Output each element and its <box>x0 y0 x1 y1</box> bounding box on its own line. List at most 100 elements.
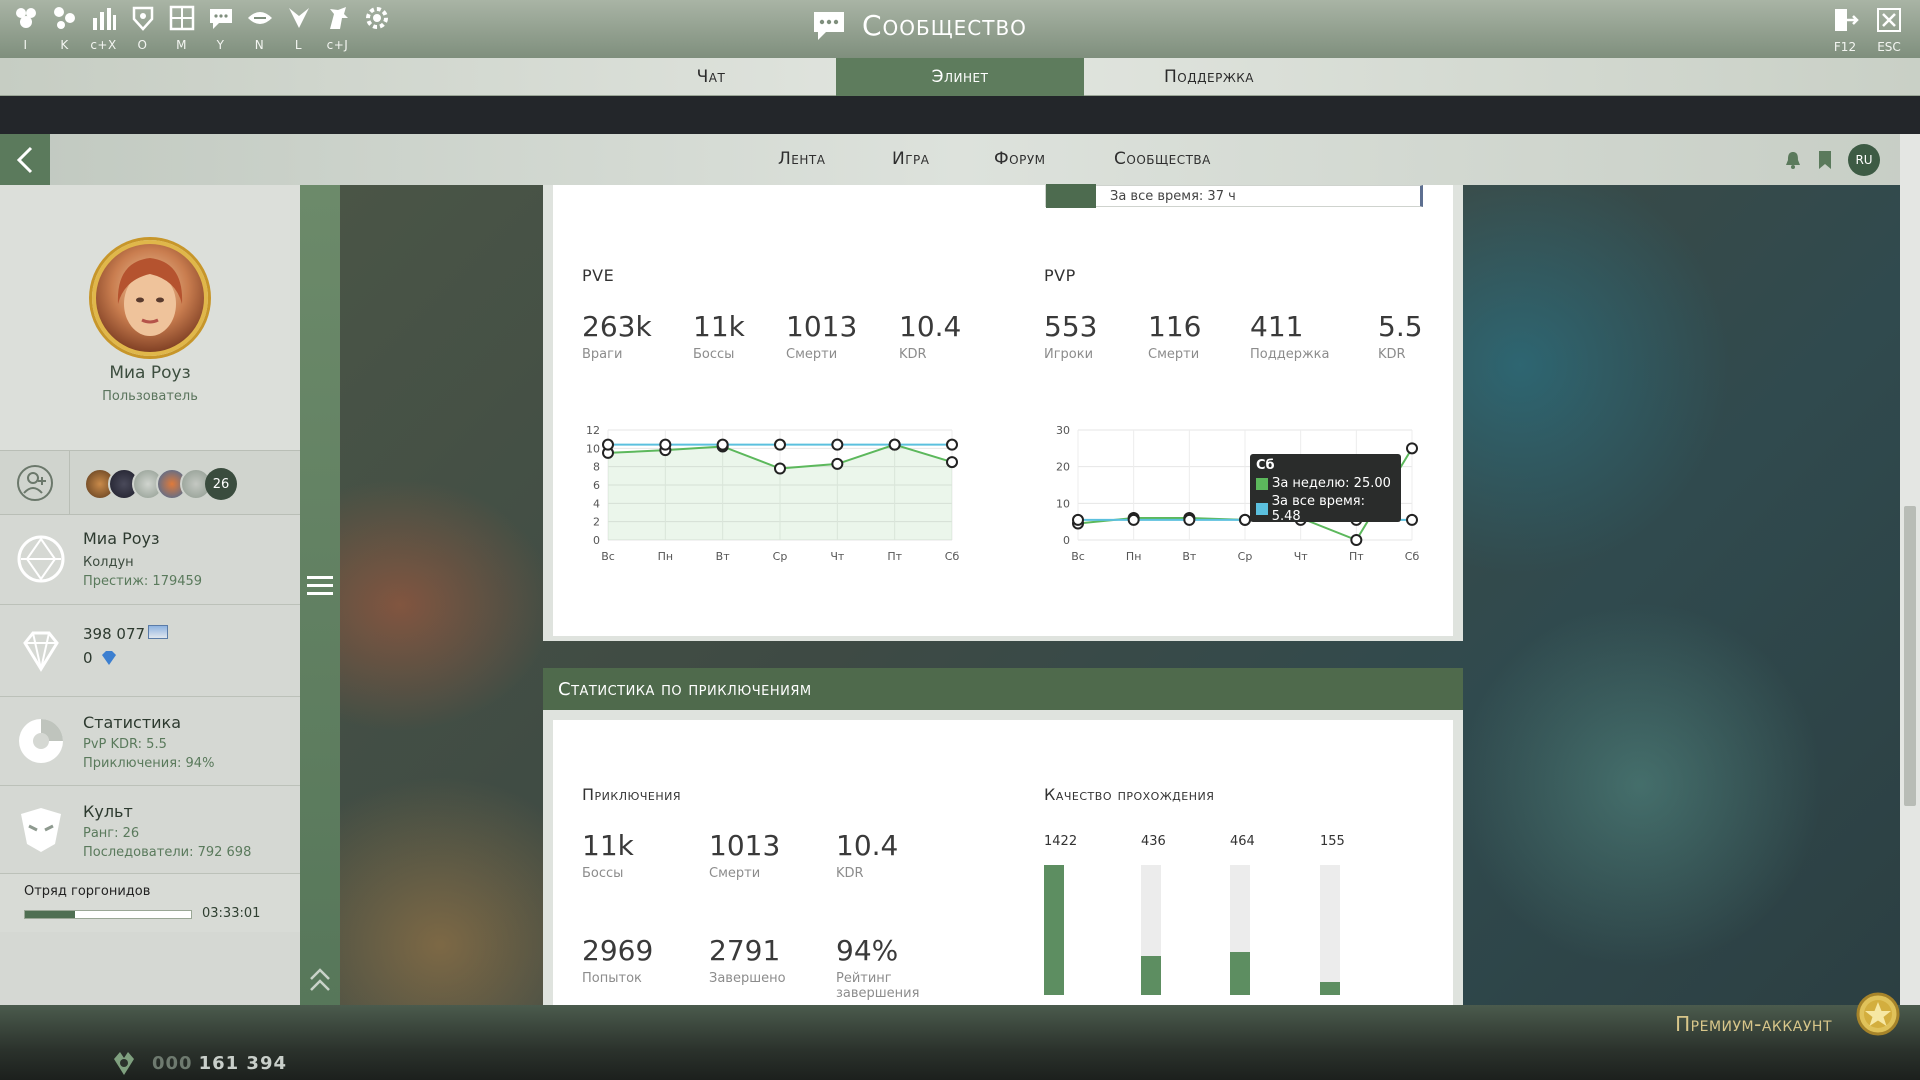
hotkey-chat[interactable]: Y <box>201 4 240 52</box>
tooltip-row: За неделю: 25.00 <box>1256 476 1395 491</box>
hotkey-friends[interactable]: N <box>240 4 279 52</box>
bar-track <box>1320 865 1340 995</box>
x-tick-label: Вт <box>716 550 731 563</box>
hotkey-label: M <box>176 38 187 52</box>
x-tick-label: Вс <box>601 550 615 563</box>
nav-link-forum[interactable]: Форум <box>994 149 1046 169</box>
hotkey-map[interactable]: M <box>162 4 201 52</box>
data-point <box>716 438 729 451</box>
bell-icon[interactable] <box>1784 150 1802 170</box>
add-friend-button[interactable] <box>0 451 70 515</box>
pve-stat-label: Смерти <box>786 347 838 362</box>
data-point <box>1183 513 1196 526</box>
exit-game-button[interactable]: F12 <box>1828 6 1862 54</box>
pve-line-chart: 0 2 4 6 8 10 12 Вс Пн Вт Ср Чт Пт Сб <box>586 424 959 563</box>
avatar[interactable] <box>92 240 208 356</box>
wings-icon <box>288 8 309 28</box>
friend-count-badge[interactable]: 26 <box>205 468 237 500</box>
currency-value: 161 394 <box>198 1052 287 1074</box>
back-button[interactable] <box>0 134 50 185</box>
sidebar-toggle-strip <box>300 185 340 1005</box>
hotkey-inventory[interactable]: I <box>6 4 45 52</box>
sidebar-item-currency[interactable]: 398 077 0 <box>0 605 300 697</box>
data-point <box>659 438 672 451</box>
bar-track <box>1044 865 1064 995</box>
separator-strip <box>0 96 1920 134</box>
bar-track <box>1141 865 1161 995</box>
hotkey-stats[interactable]: c+X <box>84 4 123 52</box>
sidebar-item-cult[interactable]: Культ Ранг: 26 Последователи: 792 698 <box>0 786 300 874</box>
nav-link-feed[interactable]: Лента <box>778 149 826 169</box>
hotkey-label: F12 <box>1833 40 1857 54</box>
x-tick-label: Пт <box>887 550 902 563</box>
speech-bubble-icon <box>209 9 232 29</box>
inventory-icon <box>15 8 36 28</box>
scroll-top-icon[interactable] <box>308 967 332 993</box>
tab-chat[interactable]: Чат <box>587 58 835 96</box>
y-tick-label: 12 <box>586 424 600 437</box>
hotkey-label: K <box>60 38 69 52</box>
premium-star-icon[interactable] <box>1854 990 1902 1038</box>
sidebar-item-statistics[interactable]: Статистика PvP KDR: 5.5 Приключения: 94% <box>0 697 300 786</box>
pve-stat-label: Враги <box>582 347 623 362</box>
hotkey-label: N <box>254 38 265 52</box>
close-window-button[interactable]: ESC <box>1872 6 1906 54</box>
data-point <box>1127 513 1140 526</box>
tab-support[interactable]: Поддержка <box>1085 58 1333 96</box>
adventure-stat-label: Попыток <box>582 971 642 986</box>
data-point <box>1072 513 1084 526</box>
tab-elinet[interactable]: Элинет <box>836 58 1084 96</box>
section-title: Статистика по приключениям <box>558 678 812 700</box>
playtime-box: За все время: 37 ч <box>1045 184 1423 208</box>
bar-fill <box>1141 956 1161 995</box>
x-tick-label: Вт <box>1182 550 1197 563</box>
nav-link-communities[interactable]: Сообщества <box>1114 149 1211 169</box>
hotkey-settings[interactable] <box>357 4 396 52</box>
adventure-rate: Приключения: 94% <box>83 756 215 771</box>
hotkey-legion[interactable]: O <box>123 4 162 52</box>
gem-amount: 0 <box>83 649 93 667</box>
premium-account-link[interactable]: Премиум-аккаунт <box>1675 1012 1832 1036</box>
profile-sidebar: Миа Роуз Пользователь 26 Миа Роуз Колдун… <box>0 185 300 1005</box>
friends-row: 26 <box>0 450 300 515</box>
pve-stat-label: Боссы <box>693 347 735 362</box>
scrollbar-thumb[interactable] <box>1904 506 1916 806</box>
y-tick-label: 10 <box>586 442 600 455</box>
series-area <box>608 444 952 540</box>
profile-role: Пользователь <box>102 389 198 404</box>
squad-timer: Отряд горгонидов 03:33:01 <box>0 874 300 932</box>
crystal-orb-icon <box>17 535 65 583</box>
page-scrollbar[interactable] <box>1900 134 1920 1005</box>
pvp-stat-value: 5.5 <box>1378 310 1423 343</box>
hotkey-mount[interactable]: c+J <box>318 4 357 52</box>
hotkey-guild[interactable]: L <box>279 4 318 52</box>
tab-label: Поддержка <box>1164 67 1254 87</box>
profile-name: Миа Роуз <box>109 363 191 383</box>
data-point <box>1239 513 1251 526</box>
legend-swatch <box>1256 503 1268 515</box>
x-tick-label: Вс <box>1071 550 1085 563</box>
y-tick-label: 4 <box>593 497 600 510</box>
statistics-title: Статистика <box>83 713 181 732</box>
bookmark-icon[interactable] <box>1818 150 1832 170</box>
hotkey-label: I <box>23 38 28 52</box>
squad-progress-bar <box>24 910 192 919</box>
speech-bubble-icon <box>814 12 844 40</box>
nav-actions: RU <box>1784 144 1880 176</box>
cult-title: Культ <box>83 802 133 821</box>
game-top-bar: I K c+X O M Y N L <box>0 0 1920 58</box>
nav-link-game[interactable]: Игра <box>892 149 930 169</box>
tooltip-row: За все время: 5.48 <box>1256 494 1395 524</box>
y-tick-label: 2 <box>593 516 600 529</box>
pve-pvp-card <box>553 185 1453 636</box>
chart-tooltip: Сб За неделю: 25.00 За все время: 5.48 <box>1250 454 1401 524</box>
sidebar-item-character[interactable]: Миа Роуз Колдун Престиж: 179459 <box>0 515 300 605</box>
data-point <box>774 462 786 475</box>
hotkey-skills[interactable]: K <box>45 4 84 52</box>
language-selector[interactable]: RU <box>1848 144 1880 176</box>
hamburger-menu-icon[interactable] <box>307 575 333 597</box>
data-point <box>831 457 844 470</box>
character-prestige: Престиж: 179459 <box>83 574 203 589</box>
statistics-disc-icon <box>19 719 63 763</box>
map-icon <box>169 5 194 31</box>
